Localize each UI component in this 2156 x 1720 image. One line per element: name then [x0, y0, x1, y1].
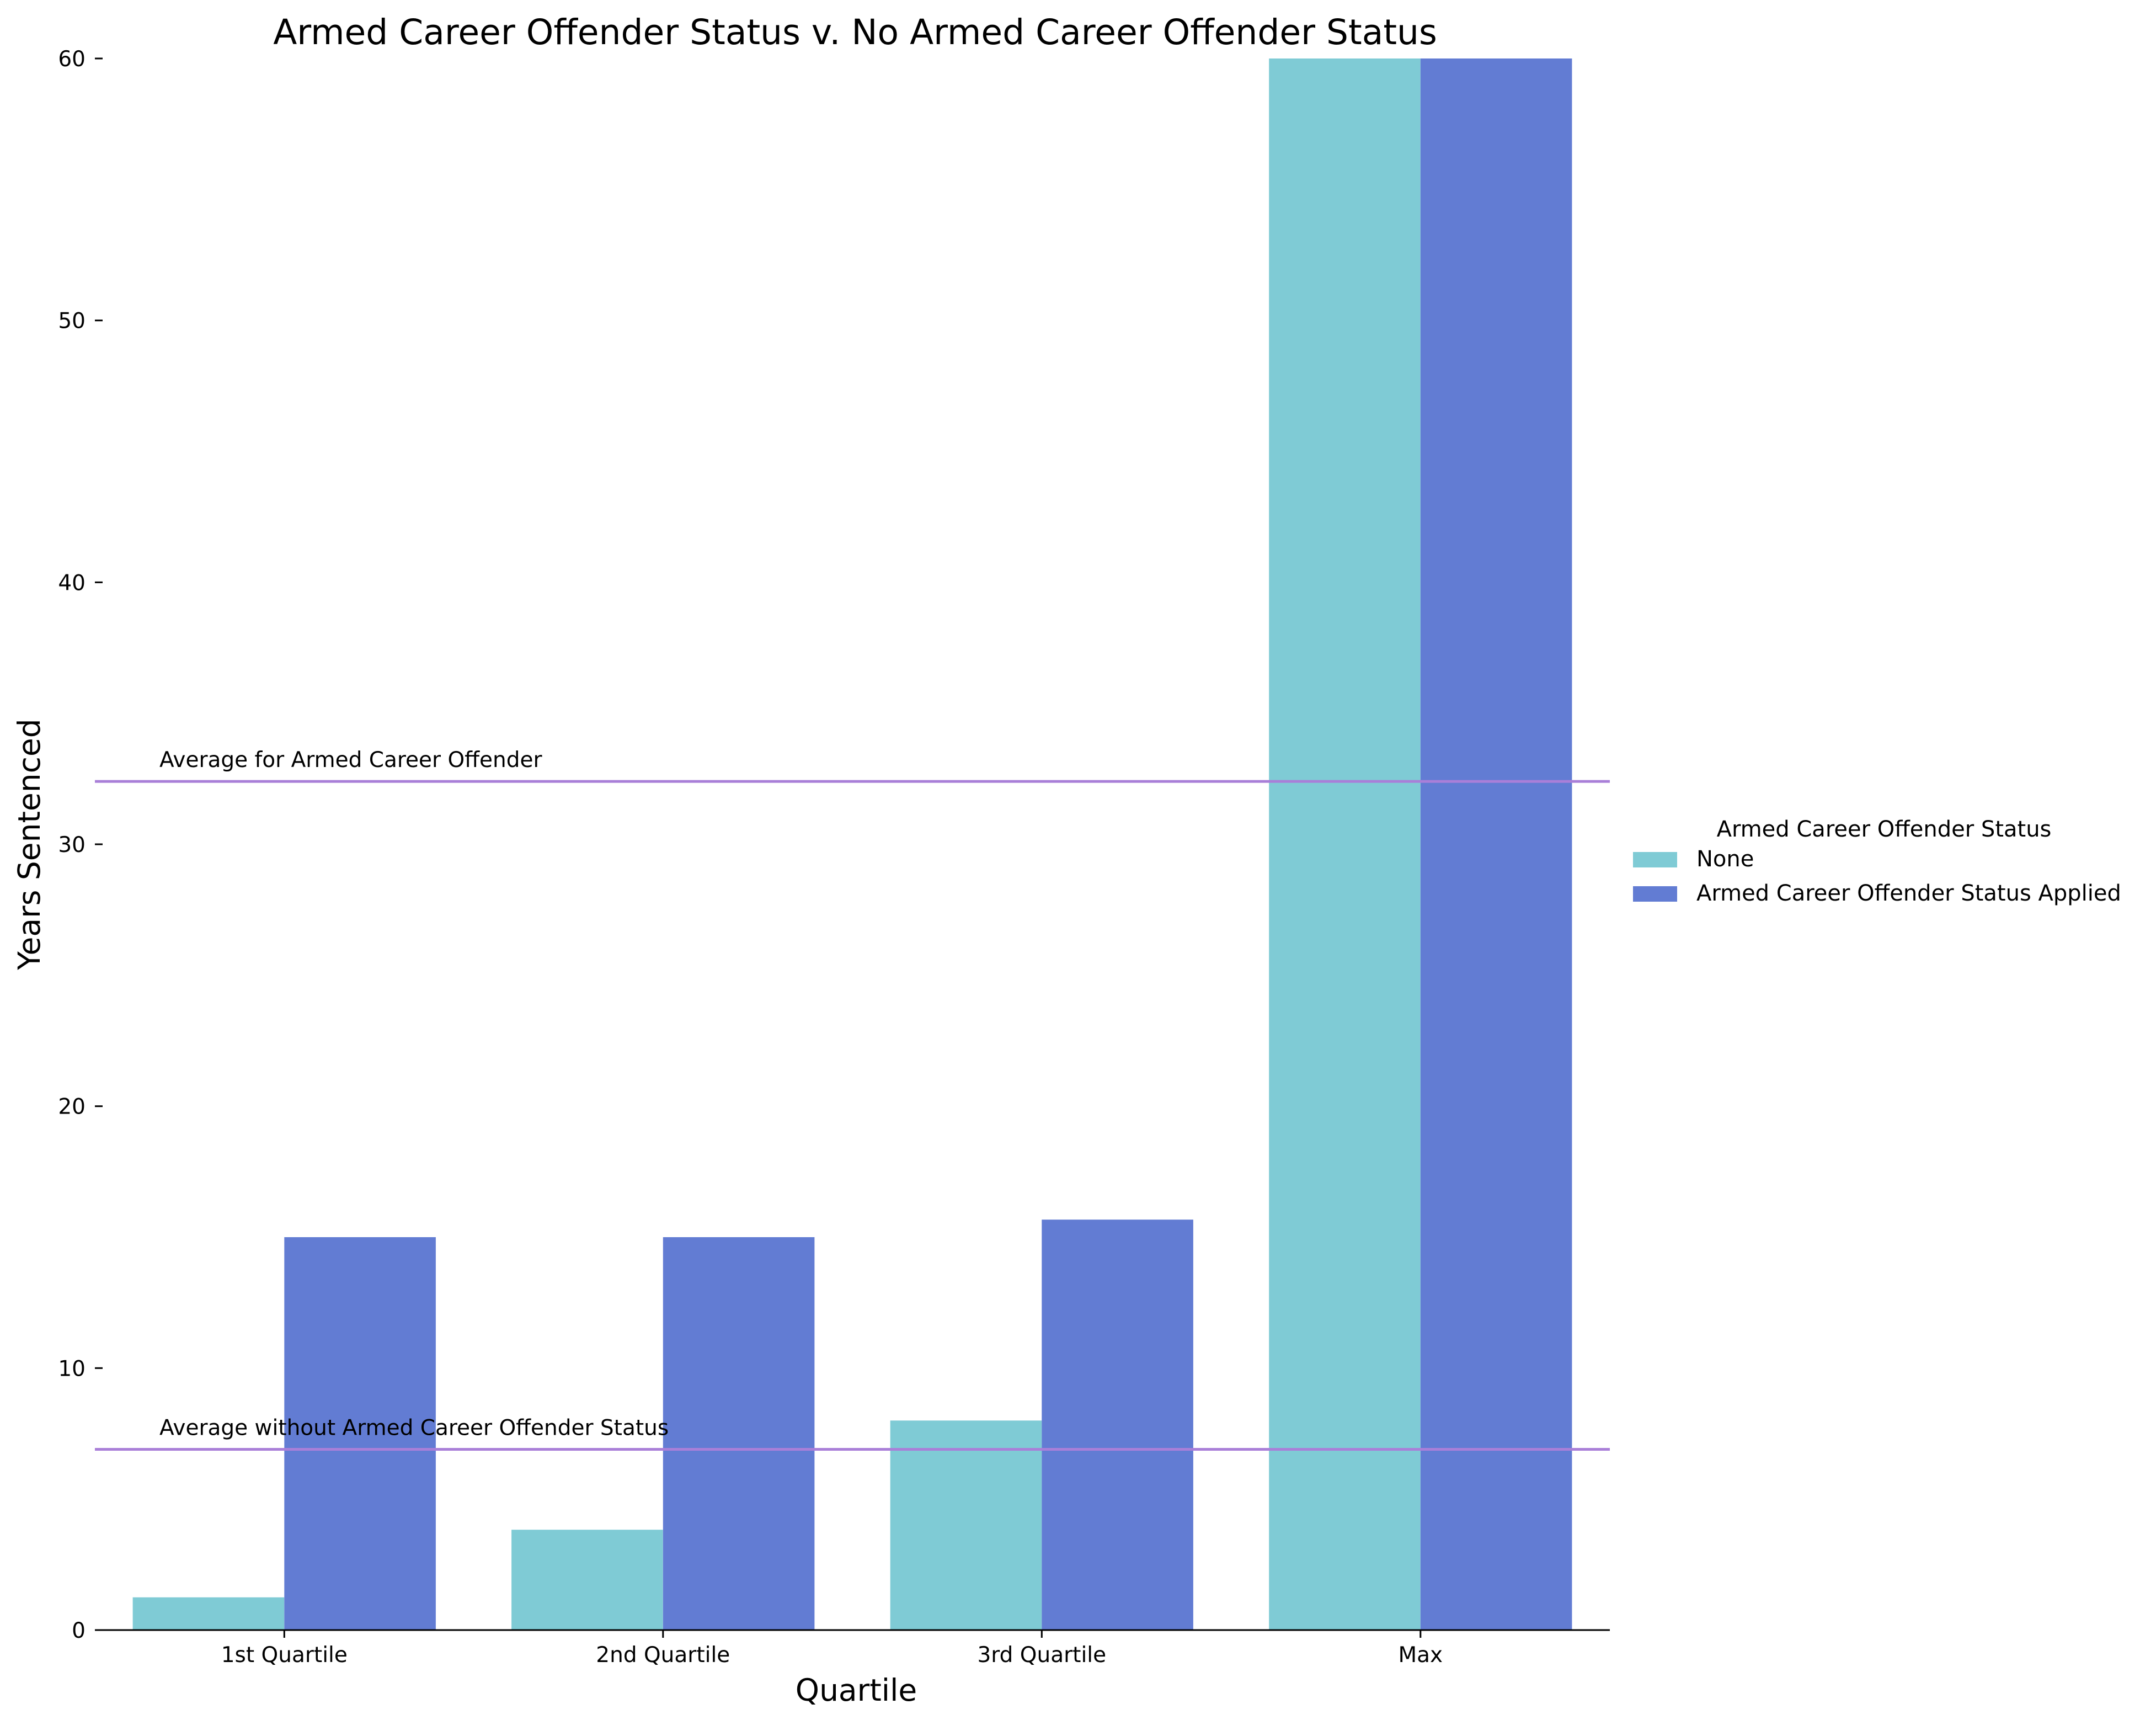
- legend: Armed Career Offender Status None Armed C…: [1633, 817, 2121, 906]
- x-axis-title: Quartile: [796, 1673, 917, 1708]
- bar-none-1: [132, 1597, 285, 1630]
- y-tick-label: 40: [58, 571, 86, 595]
- bar-acos-1: [284, 1237, 436, 1630]
- y-tick-label: 30: [58, 833, 86, 858]
- y-tick-label: 20: [58, 1095, 86, 1120]
- y-tick-label: 0: [72, 1618, 86, 1643]
- legend-swatch-2: [1633, 886, 1677, 902]
- bar-acos-4: [1420, 58, 1572, 1630]
- bar-acos-3: [1042, 1220, 1193, 1630]
- x-tick-label: 2nd Quartile: [596, 1643, 730, 1668]
- x-axis-ticks: 1st Quartile 2nd Quartile 3rd Quartile Max: [221, 1630, 1443, 1668]
- reference-line-label-2: Average without Armed Career Offender St…: [159, 1416, 669, 1441]
- legend-label-1: None: [1696, 846, 1754, 872]
- y-tick-label: 60: [58, 47, 86, 72]
- x-tick-label: 3rd Quartile: [977, 1643, 1106, 1668]
- x-tick-label: Max: [1398, 1643, 1443, 1668]
- legend-swatch-1: [1633, 852, 1677, 867]
- y-axis-ticks: 0 10 20 30 40 50 60: [58, 47, 103, 1643]
- chart-title: Armed Career Offender Status v. No Armed…: [273, 12, 1437, 52]
- bar-acos-2: [663, 1237, 815, 1630]
- bar-none-2: [511, 1530, 663, 1630]
- x-tick-label: 1st Quartile: [221, 1643, 348, 1668]
- reference-lines: Average for Armed Career Offender Average…: [95, 748, 1610, 1451]
- bars: [132, 58, 1572, 1630]
- bar-none-4: [1269, 58, 1421, 1630]
- bar-none-3: [890, 1420, 1042, 1630]
- y-axis-title: Years Sentenced: [12, 718, 47, 970]
- legend-label-2: Armed Career Offender Status Applied: [1696, 881, 2121, 906]
- y-tick-label: 10: [58, 1356, 86, 1381]
- legend-title: Armed Career Offender Status: [1717, 817, 2052, 842]
- y-tick-label: 50: [58, 309, 86, 334]
- reference-line-label-1: Average for Armed Career Offender: [159, 748, 542, 773]
